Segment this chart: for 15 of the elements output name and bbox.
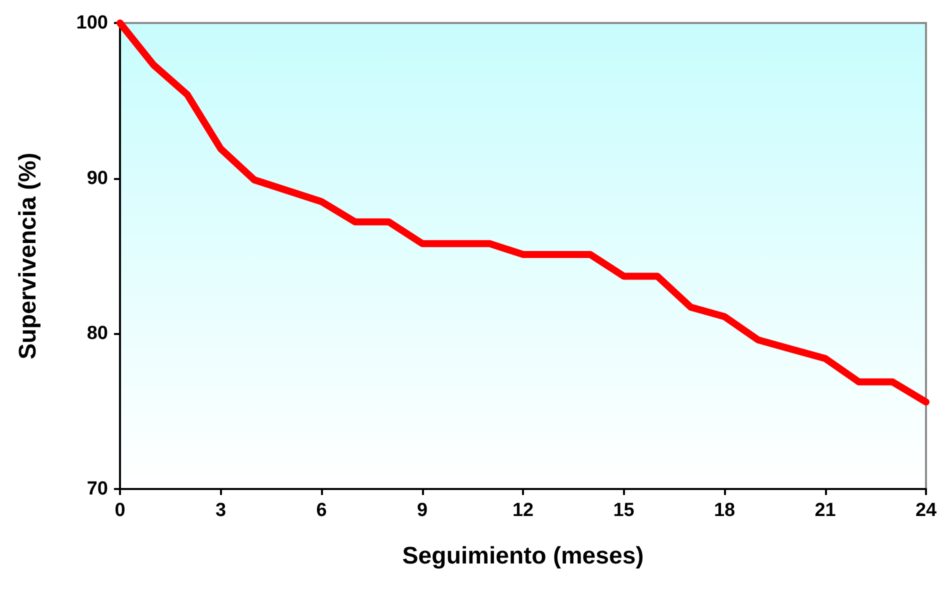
y-axis-title: Supervivencia (%) <box>14 152 42 360</box>
x-tick-label: 24 <box>915 500 937 521</box>
y-tick-label: 90 <box>86 168 108 189</box>
x-tick-label: 18 <box>714 500 736 521</box>
y-tick-label: 100 <box>76 12 108 34</box>
y-tick-label: 70 <box>86 478 108 500</box>
x-tick-label: 15 <box>613 500 635 521</box>
x-tick-label: 21 <box>814 500 836 521</box>
x-axis-title: Seguimiento (meses) <box>402 542 644 570</box>
y-tick-label: 80 <box>86 323 108 344</box>
x-tick-label: 12 <box>512 500 534 521</box>
x-tick-label: 3 <box>215 500 226 521</box>
x-tick-label: 0 <box>114 500 126 521</box>
x-tick-label: 9 <box>416 500 428 521</box>
x-tick-label: 6 <box>316 500 327 521</box>
